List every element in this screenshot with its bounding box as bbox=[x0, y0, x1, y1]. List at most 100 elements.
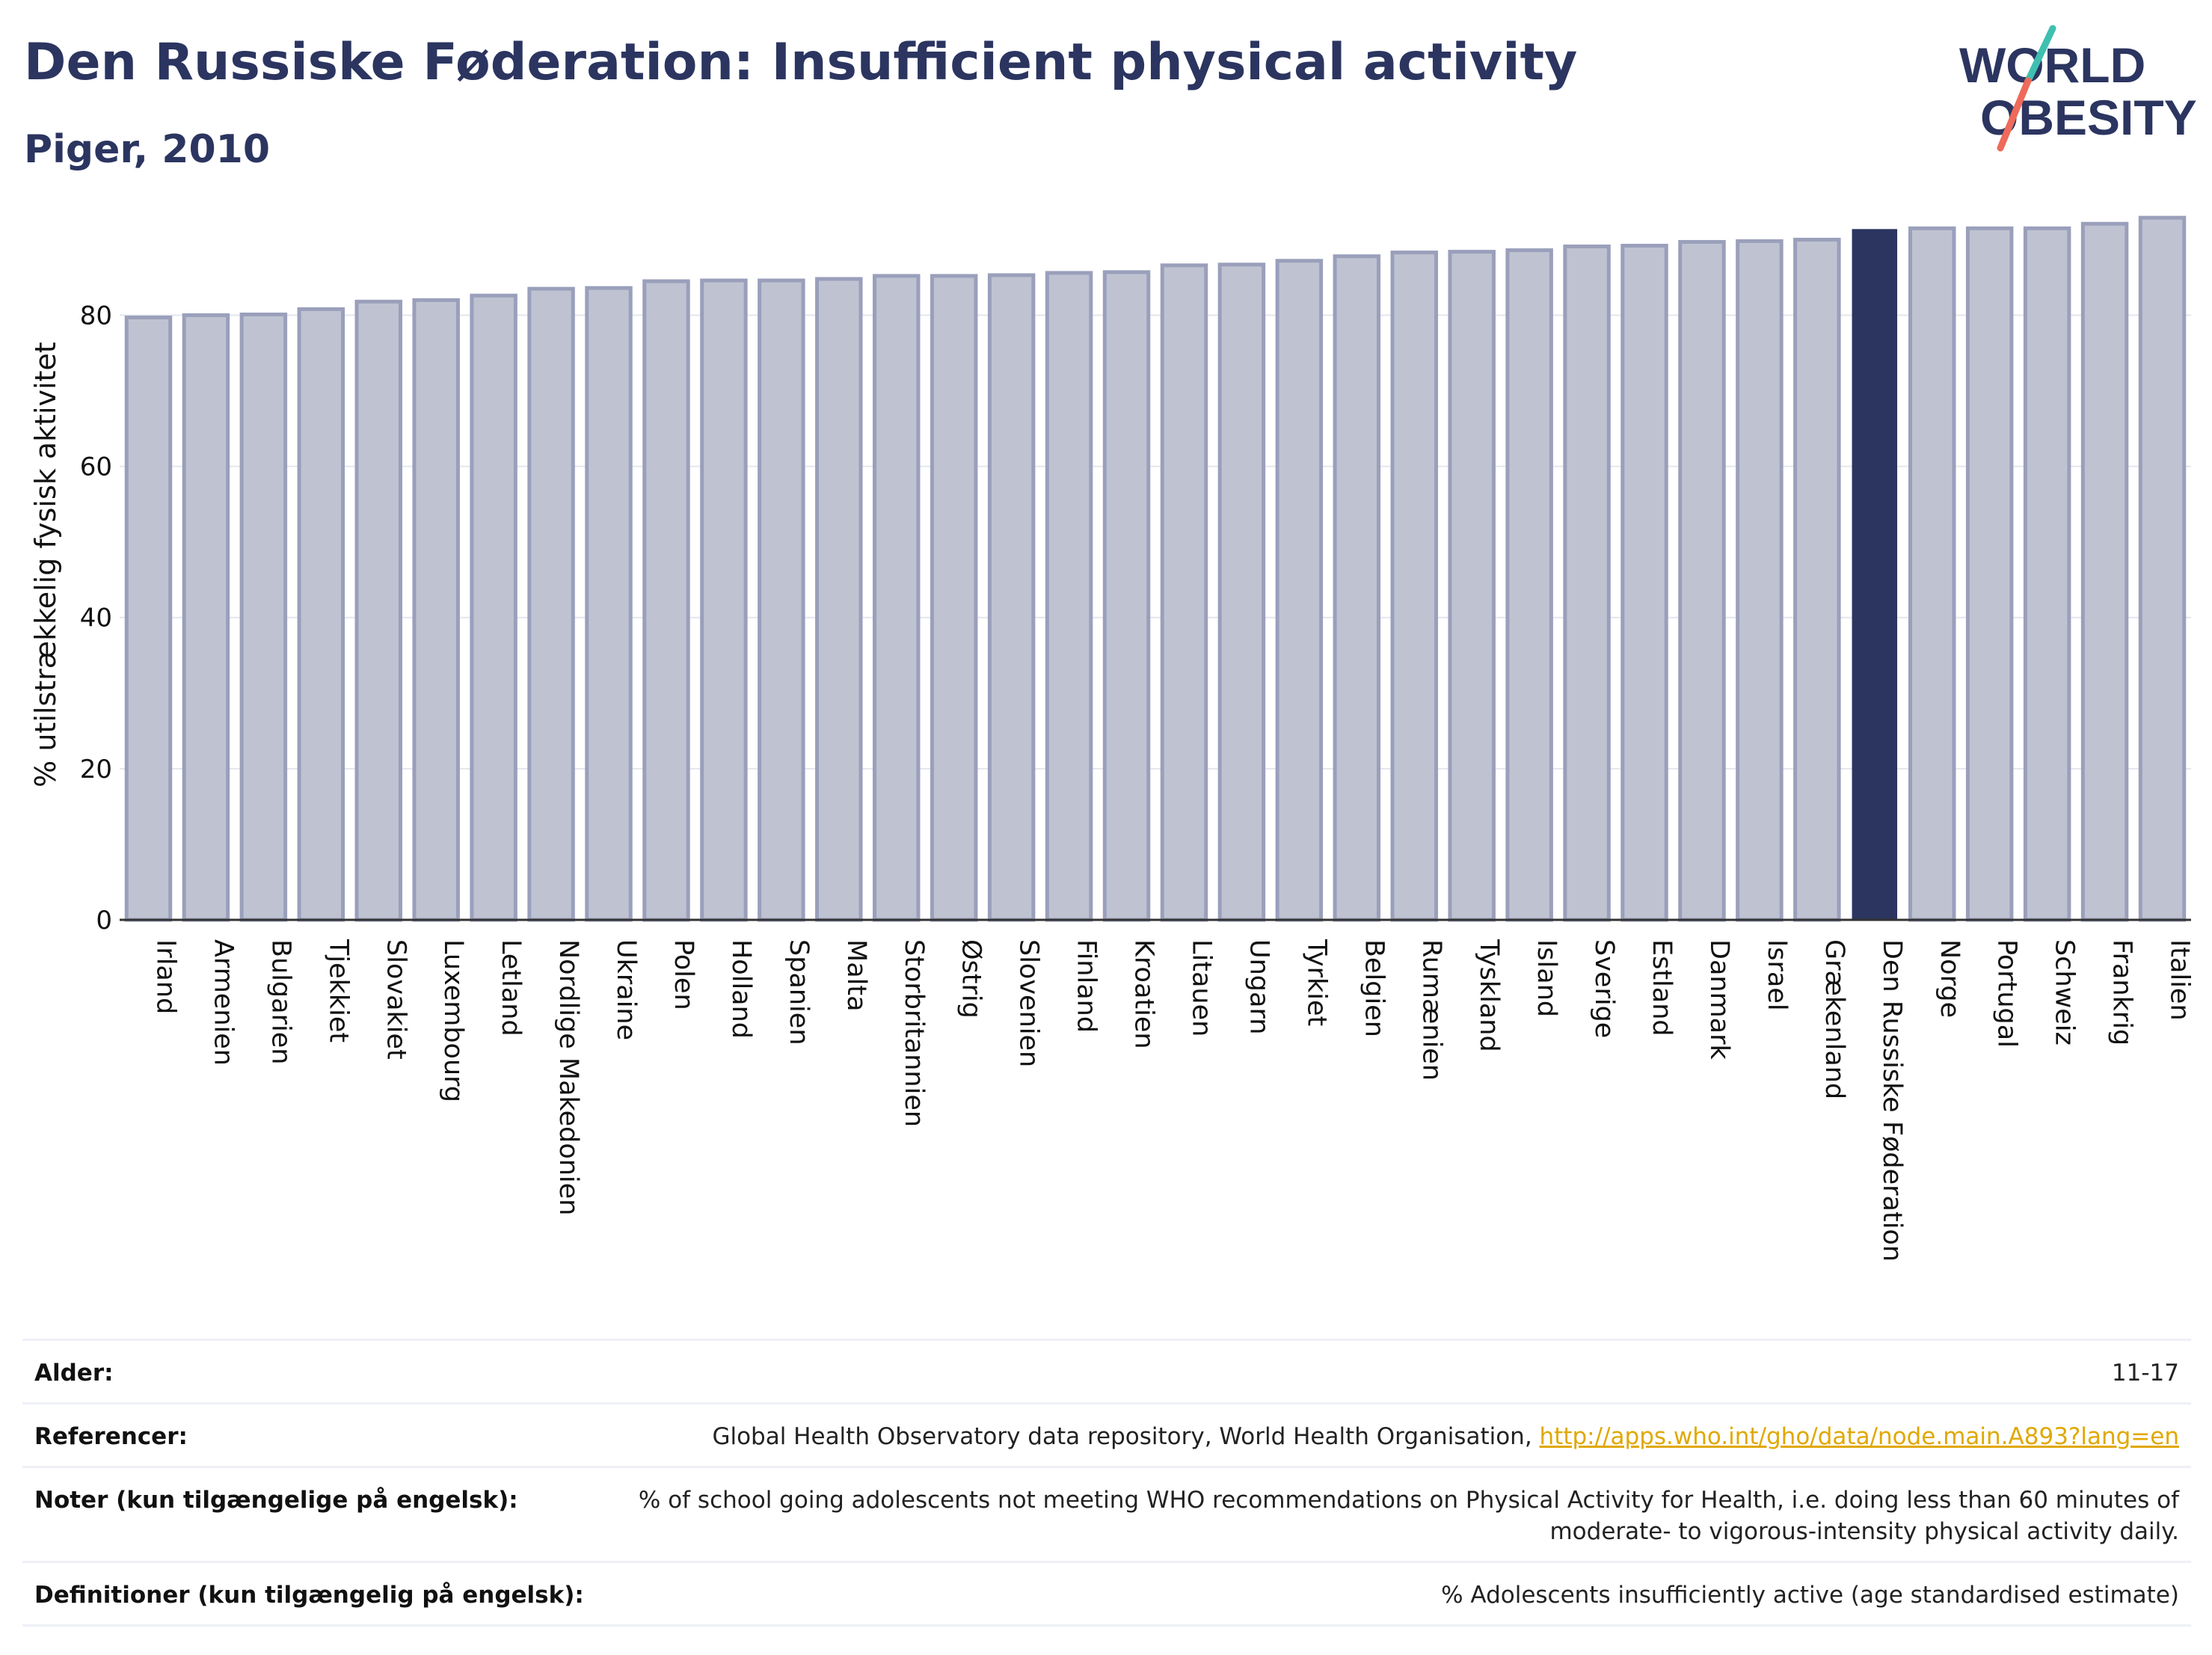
bar-spanien bbox=[758, 278, 805, 922]
bar-litauen bbox=[1160, 263, 1208, 922]
x-tick-label: Tjekkiet bbox=[323, 939, 353, 1043]
page-title: Den Russiske Føderation: Insufficient ph… bbox=[24, 33, 1578, 92]
info-label: Referencer: bbox=[34, 1423, 188, 1450]
bar-slovenien bbox=[987, 273, 1036, 922]
bar-rumænien bbox=[1390, 251, 1438, 922]
bar-frankrig bbox=[2080, 221, 2129, 922]
x-tick-label: Ungarn bbox=[1244, 939, 1274, 1034]
x-tick-label: Tyrkiet bbox=[1301, 939, 1331, 1026]
bars bbox=[124, 215, 2187, 922]
bar-malta bbox=[815, 277, 863, 922]
x-tick-label: Rumænien bbox=[1416, 939, 1446, 1081]
bar-tyrkiet bbox=[1275, 259, 1324, 922]
bar-israel bbox=[1736, 239, 1784, 922]
x-tick-label: Østrig bbox=[956, 939, 986, 1019]
bar-holland bbox=[700, 278, 748, 922]
x-tick-label: Luxembourg bbox=[438, 939, 468, 1102]
x-tick-label: Den Russiske Føderation bbox=[1877, 939, 1907, 1262]
x-tick-label: Nordlige Makedonien bbox=[553, 939, 583, 1215]
info-row: Definitioner (kun tilgængelig på engelsk… bbox=[22, 1561, 2191, 1627]
x-tick-label: Israel bbox=[1762, 939, 1792, 1011]
y-tick-label: 20 bbox=[80, 755, 112, 784]
bar-storbritannien bbox=[873, 274, 921, 922]
info-value: Global Health Observatory data repositor… bbox=[188, 1421, 2179, 1452]
info-value: % Adolescents insufficiently active (age… bbox=[584, 1579, 2179, 1611]
bar-østrig bbox=[930, 274, 978, 922]
bar-ungarn bbox=[1217, 262, 1266, 922]
reference-link[interactable]: http://apps.who.int/gho/data/node.main.A… bbox=[1539, 1423, 2179, 1450]
y-tick-label: 60 bbox=[80, 452, 112, 482]
x-tick-label: Island bbox=[1531, 939, 1561, 1017]
grid-lines bbox=[120, 314, 2191, 770]
x-tick-label: Kroatien bbox=[1129, 939, 1159, 1049]
logo-slash-coral bbox=[1997, 77, 2032, 152]
info-value: % of school going adolescents not meetin… bbox=[518, 1484, 2179, 1547]
x-tick-label: Frankrig bbox=[2107, 939, 2137, 1045]
x-tick-label: Belgien bbox=[1359, 939, 1389, 1037]
x-tick-label: Polen bbox=[669, 939, 698, 1010]
info-row: Referencer: Global Health Observatory dat… bbox=[22, 1402, 2191, 1466]
info-label: Definitioner (kun tilgængelig på engelsk… bbox=[34, 1582, 584, 1609]
x-tick-label: Finland bbox=[1072, 939, 1102, 1033]
bar-portugal bbox=[1965, 226, 2014, 922]
x-tick-label: Spanien bbox=[784, 939, 814, 1045]
x-tick-label: Italien bbox=[2165, 939, 2195, 1021]
bar-irland bbox=[124, 316, 173, 922]
info-row: Noter (kun tilgængelige på engelsk): % of… bbox=[22, 1466, 2191, 1561]
logo-text-world: WORLD bbox=[1959, 37, 2145, 93]
x-tick-label: Malta bbox=[841, 939, 871, 1012]
x-tick-label: Slovakiet bbox=[381, 939, 411, 1060]
bar-estland bbox=[1620, 244, 1668, 922]
y-tick-label: 40 bbox=[80, 604, 112, 633]
x-tick-label: Letland bbox=[496, 939, 526, 1037]
x-tick-label: Norge bbox=[1935, 939, 1964, 1018]
bar-tjekkiet bbox=[297, 307, 345, 922]
x-tick-label: Schweiz bbox=[2050, 939, 2080, 1045]
bar-norge bbox=[1908, 226, 1956, 922]
y-tick-label: 0 bbox=[96, 906, 112, 936]
info-table: Alder: 11-17 Referencer: Global Health Obse… bbox=[22, 1339, 2191, 1627]
x-axis-ticks: Irland Armenien Bulgarien Tjekkiet Slovakiet… bbox=[150, 939, 2194, 1262]
x-tick-label: Armenien bbox=[208, 939, 238, 1066]
info-value-text: % Adolescents insufficiently active (age… bbox=[1441, 1582, 2179, 1609]
bar-slovakiet bbox=[354, 299, 402, 922]
bar-kroatien bbox=[1102, 270, 1151, 922]
bar-tyskland bbox=[1448, 250, 1496, 922]
bar-sverige bbox=[1563, 245, 1611, 922]
bar-luxembourg bbox=[412, 298, 460, 922]
y-axis-label: % utilstrækkelig fysisk aktivitet bbox=[29, 342, 62, 787]
bar-finland bbox=[1045, 271, 1093, 922]
x-tick-label: Tyskland bbox=[1474, 939, 1504, 1052]
info-row: Alder: 11-17 bbox=[22, 1339, 2191, 1402]
x-tick-label: Litauen bbox=[1186, 939, 1216, 1037]
info-value-text: 11-17 bbox=[2111, 1360, 2179, 1387]
bar-nordlige-makedonien bbox=[527, 286, 575, 922]
bar-ukraine bbox=[585, 286, 633, 922]
y-tick-label: 80 bbox=[80, 301, 112, 331]
bar-letland bbox=[470, 293, 517, 922]
info-value-text: % of school going adolescents not meetin… bbox=[638, 1487, 2179, 1545]
info-value: 11-17 bbox=[114, 1357, 2179, 1389]
x-tick-label: Holland bbox=[726, 939, 756, 1039]
bar-grækenland bbox=[1793, 237, 1841, 922]
info-label: Alder: bbox=[34, 1360, 114, 1387]
bar-chart: 0 20 40 60 80 Irland Armenien Bulgarien Tjekkie… bbox=[29, 215, 2195, 1262]
page-subtitle: Piger, 2010 bbox=[24, 127, 271, 172]
bar-danmark bbox=[1678, 239, 1726, 922]
x-tick-label: Danmark bbox=[1704, 939, 1734, 1060]
y-axis-ticks: 0 20 40 60 80 bbox=[80, 301, 112, 936]
x-tick-label: Estland bbox=[1647, 939, 1677, 1037]
bar-schweiz bbox=[2023, 226, 2071, 922]
x-tick-label: Portugal bbox=[1992, 939, 2022, 1048]
world-obesity-logo: WORLD OBESITY bbox=[1959, 25, 2197, 152]
logo-slash-teal bbox=[2024, 25, 2056, 85]
x-tick-label: Irland bbox=[150, 939, 180, 1014]
x-tick-label: Grækenland bbox=[1819, 939, 1849, 1099]
bar-italien bbox=[2138, 215, 2187, 922]
bar-island bbox=[1505, 248, 1553, 922]
x-tick-label: Slovenien bbox=[1014, 939, 1044, 1067]
bar-bulgarien bbox=[239, 312, 288, 922]
x-tick-label: Ukraine bbox=[611, 939, 641, 1040]
info-value-text: Global Health Observatory data repositor… bbox=[712, 1423, 1540, 1450]
info-label: Noter (kun tilgængelige på engelsk): bbox=[34, 1487, 518, 1514]
